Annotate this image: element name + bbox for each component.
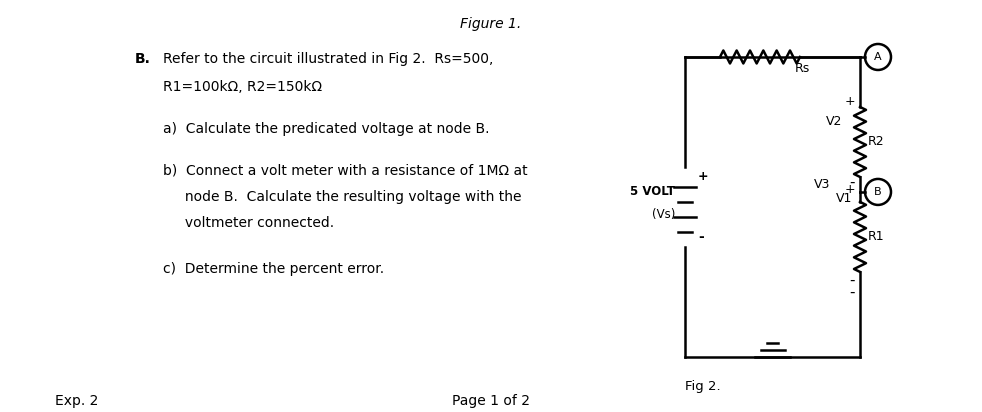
Text: Fig 2.: Fig 2. — [685, 380, 721, 393]
Text: -: - — [849, 284, 855, 300]
Text: node B.  Calculate the resulting voltage with the: node B. Calculate the resulting voltage … — [163, 190, 521, 204]
Text: b)  Connect a volt meter with a resistance of 1MΩ at: b) Connect a volt meter with a resistanc… — [163, 164, 527, 178]
Text: Figure 1.: Figure 1. — [461, 17, 521, 31]
Text: +: + — [698, 171, 709, 183]
Text: Page 1 of 2: Page 1 of 2 — [452, 394, 530, 408]
Text: Rs: Rs — [794, 62, 810, 75]
Text: R1: R1 — [868, 230, 885, 243]
Text: -: - — [849, 174, 855, 190]
Text: V1: V1 — [836, 192, 852, 206]
Text: B.: B. — [135, 52, 151, 66]
Text: R2: R2 — [868, 136, 885, 148]
Text: a)  Calculate the predicated voltage at node B.: a) Calculate the predicated voltage at n… — [163, 122, 489, 136]
Text: 5 VOLT: 5 VOLT — [630, 185, 675, 199]
Text: (Vs): (Vs) — [652, 208, 675, 221]
Text: V2: V2 — [826, 115, 842, 129]
Text: V3: V3 — [814, 178, 830, 191]
Text: -: - — [849, 272, 855, 288]
Text: Refer to the circuit illustrated in Fig 2.  Rs=500,: Refer to the circuit illustrated in Fig … — [163, 52, 493, 66]
Text: A: A — [874, 52, 882, 62]
Text: c)  Determine the percent error.: c) Determine the percent error. — [163, 262, 384, 276]
Text: +: + — [845, 183, 855, 197]
Text: Exp. 2: Exp. 2 — [55, 394, 98, 408]
Text: R1=100kΩ, R2=150kΩ: R1=100kΩ, R2=150kΩ — [163, 80, 322, 94]
Text: +: + — [845, 96, 855, 108]
Text: B: B — [874, 187, 882, 197]
Text: voltmeter connected.: voltmeter connected. — [163, 216, 334, 230]
Text: -: - — [698, 230, 704, 244]
